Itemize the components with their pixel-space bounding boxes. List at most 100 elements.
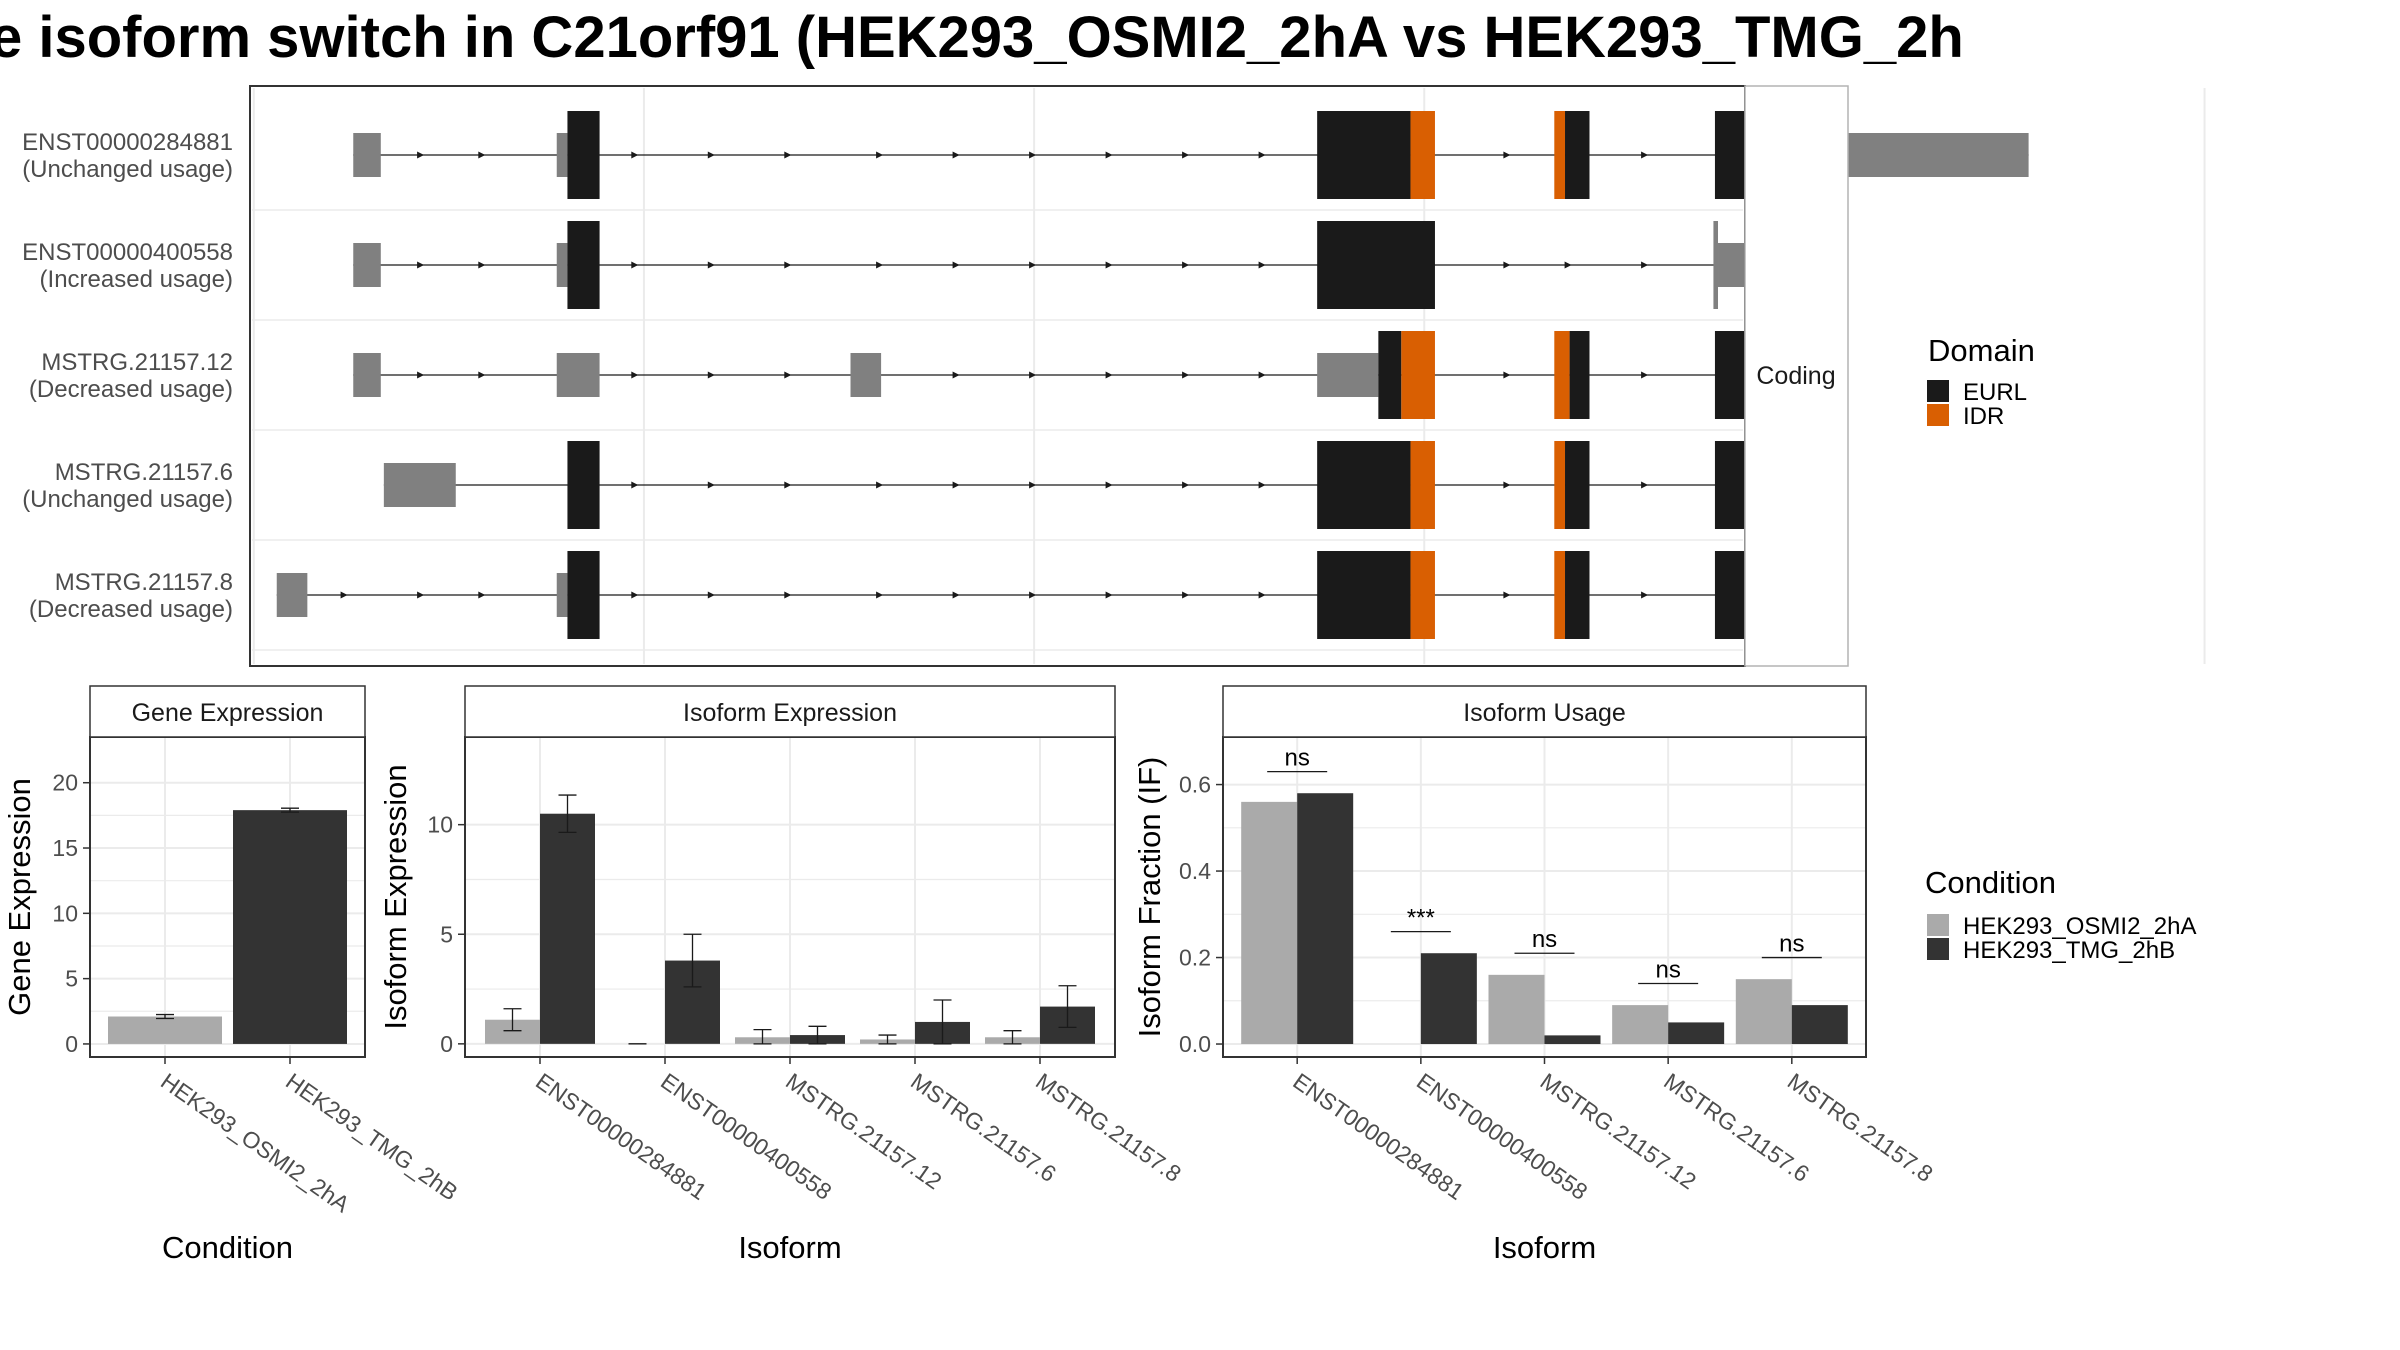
intron-arrow — [1503, 591, 1511, 599]
chart-title: Gene Expression — [132, 699, 324, 727]
intron-arrow — [1641, 481, 1649, 489]
cds-exon-eurl — [1569, 331, 1590, 419]
intron-arrow — [707, 371, 715, 379]
significance-label: *** — [1407, 905, 1435, 932]
utr-exon — [383, 463, 456, 507]
cds-exon-eurl — [1317, 551, 1411, 639]
transcript-usage-label: (Decreased usage) — [29, 376, 233, 403]
intron-arrow — [478, 371, 486, 379]
utr-exon — [1317, 353, 1379, 397]
utr-exon — [556, 573, 568, 617]
cds-exon-eurl — [1378, 331, 1402, 419]
cds-exon-idr — [1554, 551, 1566, 639]
bar-osmi2 — [1241, 801, 1298, 1045]
cds-exon-eurl — [567, 221, 600, 309]
intron-arrow — [631, 371, 639, 379]
intron-arrow — [876, 151, 884, 159]
intron-arrow — [1182, 261, 1190, 269]
utr-exon — [353, 243, 381, 287]
intron-arrow — [1258, 591, 1266, 599]
intron-arrow — [631, 151, 639, 159]
intron-arrow — [952, 151, 960, 159]
transcript-usage-label: (Increased usage) — [40, 266, 233, 293]
chart-strip — [89, 685, 366, 738]
significance-label: ns — [1532, 926, 1557, 953]
condition-legend: Condition HEK293_OSMI2_2hA HEK293_TMG_2h… — [1925, 865, 2196, 964]
cds-exon-eurl — [1317, 221, 1435, 309]
intron-arrow — [952, 591, 960, 599]
chart-title: Isoform Usage — [1463, 699, 1626, 727]
legend-label-cond-b: HEK293_TMG_2hB — [1963, 937, 2175, 964]
cds-exon-eurl — [1317, 111, 1411, 199]
bar-tmg — [540, 813, 595, 1044]
legend-swatch-idr — [1927, 404, 1949, 426]
transcript-structure-panel: Coding ENST00000284881(Unchanged usage)E… — [22, 85, 2206, 667]
cds-exon-eurl — [1565, 551, 1590, 639]
transcript-id-label: MSTRG.21157.12 — [41, 349, 233, 376]
utr-exon — [556, 133, 568, 177]
bar-tmg — [1297, 793, 1354, 1045]
intron-arrow — [1029, 371, 1037, 379]
intron-arrow — [1641, 151, 1649, 159]
cds-exon-idr — [1401, 331, 1435, 419]
intron-arrow — [1503, 371, 1511, 379]
legend-swatch-eurl — [1927, 380, 1949, 402]
intron-arrow — [1641, 591, 1649, 599]
intron-arrow — [1503, 481, 1511, 489]
intron-arrow — [784, 371, 792, 379]
intron-arrow — [1182, 591, 1190, 599]
intron-arrow — [1105, 481, 1113, 489]
cds-exon-eurl — [1317, 441, 1411, 529]
bar-tmg — [1420, 953, 1477, 1045]
intron-arrow — [952, 481, 960, 489]
cds-exon-idr — [1410, 111, 1435, 199]
utr-exon — [353, 353, 381, 397]
significance-label: ns — [1285, 745, 1310, 772]
utr-exon — [276, 573, 308, 617]
intron-arrow — [417, 261, 425, 269]
intron-arrow — [1258, 371, 1266, 379]
domain-legend-title: Domain — [1928, 333, 2035, 368]
legend-label-eurl: EURL — [1963, 379, 2027, 406]
isoform-expression-chart: Isoform Expression0510ENST00000284881ENS… — [378, 685, 1186, 1265]
bar-tmg — [1544, 1035, 1601, 1045]
intron-arrow — [1029, 151, 1037, 159]
figure-title: e isoform switch in C21orf91 (HEK293_OSM… — [0, 5, 1964, 70]
y-tick-label: 10 — [427, 812, 453, 838]
intron-arrow — [876, 261, 884, 269]
y-tick-label: 15 — [52, 835, 78, 861]
intron-arrow — [1182, 371, 1190, 379]
intron-arrow — [707, 481, 715, 489]
cds-exon-idr — [1410, 551, 1435, 639]
intron-arrow — [1105, 371, 1113, 379]
intron-arrow — [707, 151, 715, 159]
y-tick-label: 0 — [440, 1031, 453, 1057]
intron-arrow — [417, 371, 425, 379]
cds-exon-idr — [1554, 441, 1566, 529]
transcript-usage-label: (Decreased usage) — [29, 596, 233, 623]
y-tick-label: 0.2 — [1179, 945, 1211, 971]
intron-arrow — [1029, 591, 1037, 599]
bar-tmg — [233, 810, 347, 1044]
y-axis-title: Isoform Expression — [378, 764, 413, 1029]
cds-exon-eurl — [1565, 111, 1590, 199]
utr-exon — [556, 353, 600, 397]
x-axis-title: Isoform — [1493, 1230, 1596, 1265]
intron-arrow — [417, 591, 425, 599]
domain-legend: Domain EURL IDR — [1927, 333, 2035, 430]
intron-arrow — [1503, 261, 1511, 269]
cds-exon-idr — [1554, 111, 1566, 199]
chart-strip — [1222, 685, 1867, 738]
intron-arrow — [478, 151, 486, 159]
intron-arrow — [631, 591, 639, 599]
intron-arrow — [952, 371, 960, 379]
y-axis-title: Isoform Fraction (IF) — [1132, 757, 1167, 1038]
x-axis-title: Condition — [162, 1230, 293, 1265]
condition-legend-title: Condition — [1925, 865, 2056, 900]
structure-panel-background — [250, 86, 1745, 666]
utr-exon — [556, 243, 568, 287]
cds-exon-eurl — [567, 551, 600, 639]
bar-osmi2 — [1735, 979, 1792, 1045]
y-tick-label: 0.0 — [1179, 1031, 1211, 1057]
